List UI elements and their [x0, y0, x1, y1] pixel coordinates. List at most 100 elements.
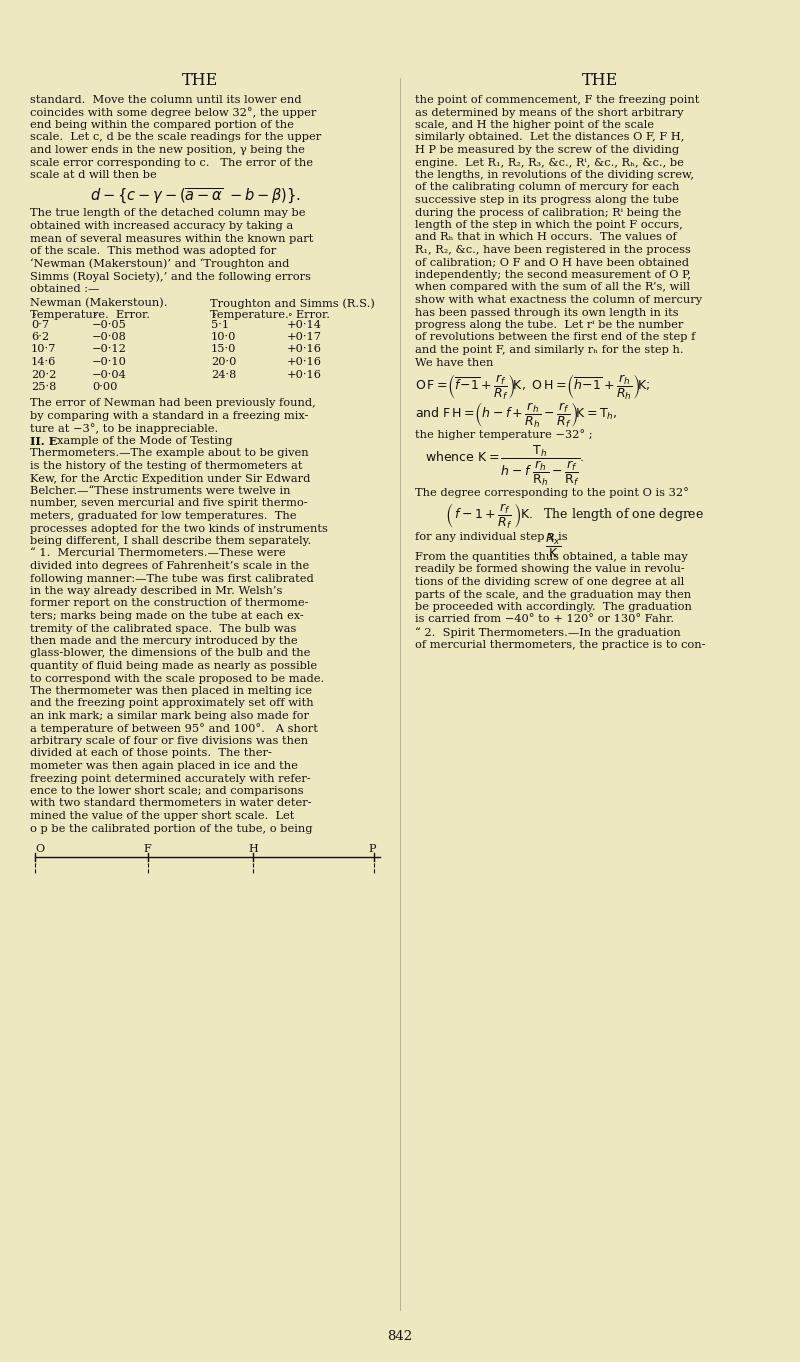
- Text: 10·0: 10·0: [211, 332, 236, 342]
- Text: has been passed through its own length in its: has been passed through its own length i…: [415, 308, 678, 317]
- Text: P: P: [368, 844, 375, 854]
- Text: be proceeded with accordingly.  The graduation: be proceeded with accordingly. The gradu…: [415, 602, 692, 612]
- Text: o p be the calibrated portion of the tube, o being: o p be the calibrated portion of the tub…: [30, 824, 313, 834]
- Text: “ 1.  Mercurial Thermometers.—These were: “ 1. Mercurial Thermometers.—These were: [30, 549, 286, 558]
- Text: meters, graduated for low temperatures.  The: meters, graduated for low temperatures. …: [30, 511, 297, 522]
- Text: 0·00: 0·00: [92, 381, 118, 392]
- Text: tremity of the calibrated space.  The bulb was: tremity of the calibrated space. The bul…: [30, 624, 296, 633]
- Text: progress along the tube.  Let rⁱ be the number: progress along the tube. Let rⁱ be the n…: [415, 320, 683, 330]
- Text: quantity of fluid being made as nearly as possible: quantity of fluid being made as nearly a…: [30, 661, 317, 671]
- Text: $\mathrm{whence\ K}=\dfrac{\mathrm{T}_h}{h-f\ \dfrac{r_h}{\mathrm{R}_h}-\dfrac{r: $\mathrm{whence\ K}=\dfrac{\mathrm{T}_h}…: [425, 444, 584, 488]
- Text: and lower ends in the new position, γ being the: and lower ends in the new position, γ be…: [30, 144, 305, 155]
- Text: The true length of the detached column may be: The true length of the detached column m…: [30, 208, 306, 218]
- Text: show with what exactness the column of mercury: show with what exactness the column of m…: [415, 296, 702, 305]
- Text: freezing point determined accurately with refer-: freezing point determined accurately wit…: [30, 774, 310, 783]
- Text: processes adopted for the two kinds of instruments: processes adopted for the two kinds of i…: [30, 523, 328, 534]
- Text: H P be measured by the screw of the dividing: H P be measured by the screw of the divi…: [415, 144, 679, 155]
- Text: $d-\left\{c-\gamma-\left(\overline{a-\alpha}\ -b-\beta\right)\right\}.$: $d-\left\{c-\gamma-\left(\overline{a-\al…: [90, 187, 301, 206]
- Text: with two standard thermometers in water deter-: with two standard thermometers in water …: [30, 798, 312, 809]
- Text: divided at each of those points.  The ther-: divided at each of those points. The the…: [30, 749, 272, 759]
- Text: °: °: [211, 313, 215, 323]
- Text: former report on the construction of thermome-: former report on the construction of the…: [30, 598, 309, 609]
- Text: to correspond with the scale proposed to be made.: to correspond with the scale proposed to…: [30, 673, 324, 684]
- Text: mometer was then again placed in ice and the: mometer was then again placed in ice and…: [30, 761, 298, 771]
- Text: the lengths, in revolutions of the dividing screw,: the lengths, in revolutions of the divid…: [415, 170, 694, 180]
- Text: −0·05: −0·05: [92, 320, 127, 330]
- Text: −0·10: −0·10: [92, 357, 127, 366]
- Text: $\mathrm{O\,F}=\!\left(\overline{f\!-\!1}+\dfrac{r_f}{R_f}\right)\!\mathrm{K},\ : $\mathrm{O\,F}=\!\left(\overline{f\!-\!1…: [415, 373, 650, 402]
- Text: The error of Newman had been previously found,: The error of Newman had been previously …: [30, 399, 316, 409]
- Text: −0·12: −0·12: [92, 345, 127, 354]
- Text: scale at d will then be: scale at d will then be: [30, 170, 157, 180]
- Text: mined the value of the upper short scale.  Let: mined the value of the upper short scale…: [30, 810, 294, 821]
- Text: obtained :—: obtained :—: [30, 283, 99, 293]
- Text: following manner:—The tube was first calibrated: following manner:—The tube was first cal…: [30, 573, 314, 583]
- Text: length of the step in which the point F occurs,: length of the step in which the point F …: [415, 221, 682, 230]
- Text: number, seven mercurial and five spirit thermo-: number, seven mercurial and five spirit …: [30, 498, 308, 508]
- Text: II. E: II. E: [30, 436, 58, 447]
- Text: as determined by means of the short arbitrary: as determined by means of the short arbi…: [415, 108, 683, 117]
- Text: divided into degrees of Fahrenheit’s scale in the: divided into degrees of Fahrenheit’s sca…: [30, 561, 310, 571]
- Text: $\dfrac{R_x}{\mathrm{K}}$: $\dfrac{R_x}{\mathrm{K}}$: [545, 533, 562, 560]
- Text: We have then: We have then: [415, 357, 494, 368]
- Text: a temperature of between 95° and 100°.   A short: a temperature of between 95° and 100°. A…: [30, 723, 318, 734]
- Text: during the process of calibration; Rⁱ being the: during the process of calibration; Rⁱ be…: [415, 207, 682, 218]
- Text: of mercurial thermometers, the practice is to con-: of mercurial thermometers, the practice …: [415, 640, 706, 650]
- Text: standard.  Move the column until its lower end: standard. Move the column until its lowe…: [30, 95, 302, 105]
- Text: From the quantities thus obtained, a table may: From the quantities thus obtained, a tab…: [415, 552, 688, 563]
- Text: −0·04: −0·04: [92, 369, 127, 380]
- Text: is carried from −40° to + 120° or 130° Fahr.: is carried from −40° to + 120° or 130° F…: [415, 614, 674, 625]
- Text: Kew, for the Arctic Expedition under Sir Edward: Kew, for the Arctic Expedition under Sir…: [30, 474, 310, 484]
- Text: −0·08: −0·08: [92, 332, 127, 342]
- Text: Temperature.  Error.: Temperature. Error.: [210, 311, 330, 320]
- Text: of calibration; O F and O H have been obtained: of calibration; O F and O H have been ob…: [415, 257, 689, 267]
- Text: Troughton and Simms (R.S.): Troughton and Simms (R.S.): [210, 298, 375, 309]
- Text: THE: THE: [182, 72, 218, 89]
- Text: Belcher.—“These instruments were twelve in: Belcher.—“These instruments were twelve …: [30, 486, 290, 496]
- Text: 842: 842: [387, 1331, 413, 1343]
- Text: °: °: [287, 313, 291, 323]
- Text: independently; the second measurement of O P,: independently; the second measurement of…: [415, 270, 691, 281]
- Text: xample of the Mode of Testing: xample of the Mode of Testing: [57, 436, 233, 445]
- Text: successive step in its progress along the tube: successive step in its progress along th…: [415, 195, 678, 206]
- Text: and the point F, and similarly rₕ for the step h.: and the point F, and similarly rₕ for th…: [415, 345, 684, 355]
- Text: when compared with the sum of all the R’s, will: when compared with the sum of all the R’…: [415, 282, 690, 293]
- Text: and Rₕ that in which H occurs.  The values of: and Rₕ that in which H occurs. The value…: [415, 233, 677, 242]
- Text: scale.  Let c, d be the scale readings for the upper: scale. Let c, d be the scale readings fo…: [30, 132, 322, 143]
- Text: ture at −3°, to be inappreciable.: ture at −3°, to be inappreciable.: [30, 424, 218, 434]
- Text: mean of several measures within the known part: mean of several measures within the know…: [30, 233, 314, 244]
- Text: similarly obtained.  Let the distances O F, F H,: similarly obtained. Let the distances O …: [415, 132, 684, 143]
- Text: of the scale.  This method was adopted for: of the scale. This method was adopted fo…: [30, 247, 276, 256]
- Text: 20·2: 20·2: [31, 369, 56, 380]
- Text: +0·16: +0·16: [287, 345, 322, 354]
- Text: “ 2.  Spirit Thermometers.—In the graduation: “ 2. Spirit Thermometers.—In the graduat…: [415, 627, 681, 637]
- Text: The thermometer was then placed in melting ice: The thermometer was then placed in melti…: [30, 686, 312, 696]
- Text: +0·16: +0·16: [287, 357, 322, 366]
- Text: being different, I shall describe them separately.: being different, I shall describe them s…: [30, 537, 311, 546]
- Text: +0·17: +0·17: [287, 332, 322, 342]
- Text: the point of commencement, F the freezing point: the point of commencement, F the freezin…: [415, 95, 699, 105]
- Text: 25·8: 25·8: [31, 381, 56, 392]
- Text: ‘Newman (Makerstoun)’ and ‘Troughton and: ‘Newman (Makerstoun)’ and ‘Troughton and: [30, 259, 290, 270]
- Text: The degree corresponding to the point O is 32°: The degree corresponding to the point O …: [415, 488, 689, 498]
- Text: 15·0: 15·0: [211, 345, 236, 354]
- Text: of the calibrating column of mercury for each: of the calibrating column of mercury for…: [415, 183, 679, 192]
- Text: +0·14: +0·14: [287, 320, 322, 330]
- Text: R₁, R₂, &c., have been registered in the process: R₁, R₂, &c., have been registered in the…: [415, 245, 691, 255]
- Text: THE: THE: [582, 72, 618, 89]
- Text: the higher temperature −32° ;: the higher temperature −32° ;: [415, 429, 593, 440]
- Text: O: O: [35, 844, 44, 854]
- Text: ence to the lower short scale; and comparisons: ence to the lower short scale; and compa…: [30, 786, 304, 795]
- Text: scale error corresponding to c.   The error of the: scale error corresponding to c. The erro…: [30, 158, 313, 168]
- Text: Newman (Makerstoun).: Newman (Makerstoun).: [30, 298, 167, 308]
- Text: 6·2: 6·2: [31, 332, 49, 342]
- Text: F: F: [143, 844, 150, 854]
- Text: then made and the mercury introduced by the: then made and the mercury introduced by …: [30, 636, 298, 646]
- Text: engine.  Let R₁, R₂, R₃, &c., Rⁱ, &c., Rₕ, &c., be: engine. Let R₁, R₂, R₃, &c., Rⁱ, &c., Rₕ…: [415, 158, 684, 168]
- Text: by comparing with a standard in a freezing mix-: by comparing with a standard in a freezi…: [30, 411, 308, 421]
- Text: readily be formed showing the value in revolu-: readily be formed showing the value in r…: [415, 564, 685, 575]
- Text: tions of the dividing screw of one degree at all: tions of the dividing screw of one degre…: [415, 577, 684, 587]
- Text: Thermometers.—The example about to be given: Thermometers.—The example about to be gi…: [30, 448, 309, 459]
- Text: °: °: [92, 313, 97, 323]
- Text: H: H: [248, 844, 258, 854]
